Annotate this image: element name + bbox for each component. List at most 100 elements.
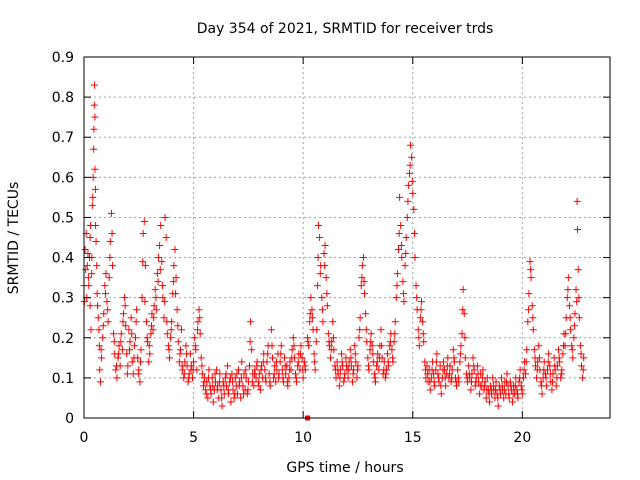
data-point bbox=[119, 318, 127, 326]
data-point bbox=[452, 378, 460, 386]
data-point bbox=[574, 225, 582, 233]
data-point bbox=[289, 334, 297, 342]
data-point bbox=[194, 318, 202, 326]
data-point bbox=[218, 402, 226, 410]
data-point bbox=[304, 338, 312, 346]
data-point bbox=[349, 370, 357, 378]
data-point bbox=[257, 366, 265, 374]
data-point bbox=[254, 378, 262, 386]
data-point bbox=[140, 217, 148, 225]
y-tick-label: 0.6 bbox=[52, 170, 74, 186]
data-point bbox=[121, 302, 129, 310]
data-point bbox=[321, 262, 329, 270]
data-point bbox=[313, 326, 321, 334]
data-point bbox=[478, 374, 486, 382]
data-point bbox=[367, 330, 375, 338]
data-point bbox=[524, 306, 532, 314]
data-point bbox=[85, 282, 93, 290]
data-point bbox=[307, 294, 315, 302]
data-point bbox=[255, 382, 263, 390]
data-point bbox=[93, 290, 101, 298]
data-point bbox=[312, 338, 320, 346]
data-point bbox=[459, 306, 467, 314]
data-point bbox=[204, 374, 212, 382]
data-point bbox=[430, 378, 438, 386]
data-point bbox=[189, 366, 197, 374]
data-point bbox=[286, 366, 294, 374]
data-point bbox=[572, 286, 580, 294]
x-tick-label: 10 bbox=[294, 430, 312, 446]
data-point bbox=[538, 382, 546, 390]
data-point bbox=[351, 350, 359, 358]
data-point bbox=[195, 306, 203, 314]
data-point bbox=[102, 270, 110, 278]
data-point bbox=[523, 346, 531, 354]
x-axis-label: GPS time / hours bbox=[286, 460, 403, 476]
data-point bbox=[492, 378, 500, 386]
data-point bbox=[399, 278, 407, 286]
data-point bbox=[346, 346, 354, 354]
data-point bbox=[395, 229, 403, 237]
data-point bbox=[498, 382, 506, 390]
data-point bbox=[469, 354, 477, 362]
data-point bbox=[200, 378, 208, 386]
data-point bbox=[449, 346, 457, 354]
data-point bbox=[90, 145, 98, 153]
data-point bbox=[143, 334, 151, 342]
data-point bbox=[415, 334, 423, 342]
data-point bbox=[100, 310, 108, 318]
y-tick-label: 0.1 bbox=[52, 371, 74, 387]
data-point bbox=[327, 346, 335, 354]
data-point bbox=[403, 213, 411, 221]
data-point bbox=[419, 330, 427, 338]
data-point bbox=[150, 302, 158, 310]
y-tick-label: 0 bbox=[65, 411, 74, 427]
data-point bbox=[292, 374, 300, 382]
data-point bbox=[415, 342, 423, 350]
data-point bbox=[306, 318, 314, 326]
data-point bbox=[174, 338, 182, 346]
data-point bbox=[391, 330, 399, 338]
data-point bbox=[218, 394, 226, 402]
data-point bbox=[439, 358, 447, 366]
data-point bbox=[481, 382, 489, 390]
data-point bbox=[132, 334, 140, 342]
data-point bbox=[549, 378, 557, 386]
data-point bbox=[95, 342, 103, 350]
data-point bbox=[433, 350, 441, 358]
data-point bbox=[301, 362, 309, 370]
data-point bbox=[420, 338, 428, 346]
data-point bbox=[174, 322, 182, 330]
data-point bbox=[125, 326, 133, 334]
data-point bbox=[367, 338, 375, 346]
data-point bbox=[159, 294, 167, 302]
data-point bbox=[416, 314, 424, 322]
data-point bbox=[362, 310, 370, 318]
data-point bbox=[196, 330, 204, 338]
data-point bbox=[530, 346, 538, 354]
data-point bbox=[467, 386, 475, 394]
data-point bbox=[197, 354, 205, 362]
data-point bbox=[514, 390, 522, 398]
data-point bbox=[266, 378, 274, 386]
data-point bbox=[157, 221, 165, 229]
data-point bbox=[112, 366, 120, 374]
data-point bbox=[331, 362, 339, 370]
data-point bbox=[244, 386, 252, 394]
data-point bbox=[180, 370, 188, 378]
y-tick-label: 0.7 bbox=[52, 130, 74, 146]
data-point bbox=[535, 354, 543, 362]
data-point bbox=[377, 326, 385, 334]
data-point bbox=[222, 370, 230, 378]
data-point bbox=[537, 378, 545, 386]
data-point bbox=[325, 338, 333, 346]
data-point bbox=[494, 394, 502, 402]
data-point bbox=[178, 362, 186, 370]
data-point bbox=[560, 342, 568, 350]
data-point bbox=[500, 386, 508, 394]
data-point bbox=[207, 386, 215, 394]
data-point bbox=[167, 334, 175, 342]
data-point bbox=[527, 274, 535, 282]
data-point bbox=[411, 229, 419, 237]
